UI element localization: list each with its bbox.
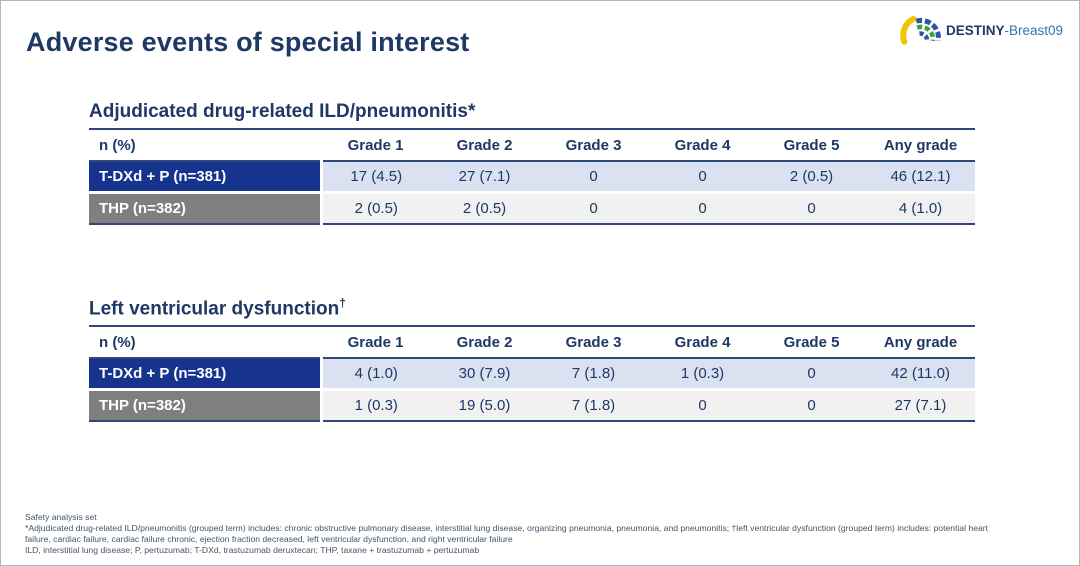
logo-text: DESTINY-Breast09 [946, 23, 1063, 38]
col-header-n-pct: n (%) [89, 130, 321, 162]
table-lvd-title-marker: † [339, 296, 346, 310]
table-header-row: n (%) Grade 1 Grade 2 Grade 3 Grade 4 Gr… [89, 327, 975, 360]
footnotes: Safety analysis set *Adjudicated drug-re… [25, 512, 1071, 556]
cell-value: 42 (11.0) [866, 358, 975, 390]
table-ild-title-text: Adjudicated drug-related ILD/pneumonitis [89, 101, 468, 122]
col-header-grade3: Grade 3 [539, 327, 648, 360]
cell-value: 2 (0.5) [321, 191, 430, 225]
col-header-any-grade: Any grade [866, 130, 975, 162]
table-lv-dysfunction: n (%) Grade 1 Grade 2 Grade 3 Grade 4 Gr… [89, 327, 975, 423]
table-lv-dysfunction-section: Left ventricular dysfunction† n (%) Grad… [89, 296, 975, 423]
col-header-n-pct: n (%) [89, 327, 321, 360]
logo-text-breast09: -Breast09 [1004, 23, 1063, 38]
col-header-grade5: Grade 5 [757, 130, 866, 162]
cell-value: 46 (12.1) [866, 161, 975, 193]
col-header-any-grade: Any grade [866, 327, 975, 360]
cell-value: 0 [539, 161, 648, 193]
row-label-tdxd-p: T-DXd + P (n=381) [89, 358, 323, 390]
table-row: T-DXd + P (n=381) 4 (1.0) 30 (7.9) 7 (1.… [89, 358, 975, 390]
cell-value: 0 [757, 358, 866, 390]
col-header-grade2: Grade 2 [430, 130, 539, 162]
cell-value: 19 (5.0) [430, 388, 539, 423]
col-header-grade1: Grade 1 [321, 327, 430, 360]
cell-value: 0 [648, 161, 757, 193]
cell-value: 0 [757, 388, 866, 423]
cell-value: 0 [757, 191, 866, 225]
col-header-grade4: Grade 4 [648, 130, 757, 162]
col-header-grade3: Grade 3 [539, 130, 648, 162]
cell-value: 4 (1.0) [321, 358, 430, 390]
page-title: Adverse events of special interest [26, 27, 470, 57]
row-label-tdxd-p: T-DXd + P (n=381) [89, 161, 323, 193]
table-header-row: n (%) Grade 1 Grade 2 Grade 3 Grade 4 Gr… [89, 130, 975, 162]
cell-value: 17 (4.5) [321, 161, 430, 193]
cell-value: 2 (0.5) [430, 191, 539, 225]
cell-value: 4 (1.0) [866, 191, 975, 225]
destiny-breast09-logo: DESTINY-Breast09 [897, 10, 1063, 51]
row-label-thp: THP (n=382) [89, 388, 323, 423]
table-ild-title-marker: * [467, 101, 476, 122]
cell-value: 7 (1.8) [539, 388, 648, 423]
col-header-grade4: Grade 4 [648, 327, 757, 360]
logo-text-destiny: DESTINY [945, 23, 1005, 38]
destiny-mosaic-fan-icon [897, 10, 941, 51]
cell-value: 27 (7.1) [866, 388, 975, 423]
table-ild-pneumonitis-section: Adjudicated drug-related ILD/pneumonitis… [89, 101, 975, 225]
footnote-grouped-terms-line1: *Adjudicated drug-related ILD/pneumoniti… [25, 523, 989, 533]
cell-value: 2 (0.5) [757, 161, 866, 193]
col-header-grade1: Grade 1 [321, 130, 430, 162]
table-row: THP (n=382) 1 (0.3) 19 (5.0) 7 (1.8) 0 0… [89, 388, 975, 423]
table-lvd-title-text: Left ventricular dysfunction [89, 298, 340, 320]
table-row: THP (n=382) 2 (0.5) 2 (0.5) 0 0 0 4 (1.0… [89, 191, 975, 225]
table-lvd-title: Left ventricular dysfunction† [89, 296, 975, 328]
table-row: T-DXd + P (n=381) 17 (4.5) 27 (7.1) 0 0 … [89, 161, 975, 193]
table-ild-pneumonitis: n (%) Grade 1 Grade 2 Grade 3 Grade 4 Gr… [89, 130, 975, 225]
cell-value: 0 [648, 388, 757, 423]
cell-value: 27 (7.1) [430, 161, 539, 193]
table-ild-title: Adjudicated drug-related ILD/pneumonitis… [89, 101, 975, 130]
footnote-safety-analysis-set: Safety analysis set [25, 512, 97, 522]
cell-value: 0 [648, 191, 757, 225]
cell-value: 0 [539, 191, 648, 225]
cell-value: 1 (0.3) [648, 358, 757, 390]
col-header-grade2: Grade 2 [430, 327, 539, 360]
cell-value: 7 (1.8) [539, 358, 648, 390]
row-label-thp: THP (n=382) [89, 191, 323, 225]
footnote-abbreviations: ILD, interstitial lung disease; P, pertu… [25, 545, 480, 555]
footnote-grouped-terms-line2: failure, cardiac failure, cardiac failur… [25, 534, 513, 544]
col-header-grade5: Grade 5 [757, 327, 866, 360]
cell-value: 30 (7.9) [430, 358, 539, 390]
cell-value: 1 (0.3) [321, 388, 430, 423]
